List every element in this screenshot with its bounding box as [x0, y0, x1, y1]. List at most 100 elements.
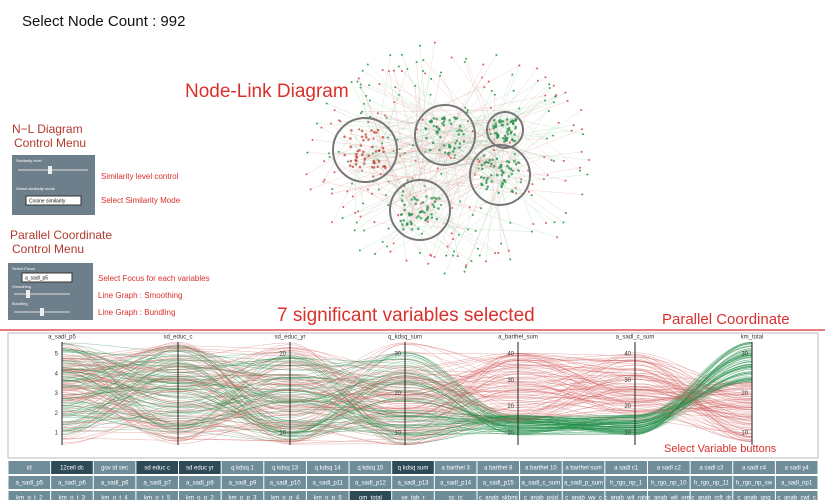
node	[554, 95, 557, 98]
node	[435, 125, 439, 129]
variable-button[interactable]	[221, 491, 264, 500]
variable-button[interactable]	[264, 476, 306, 489]
variable-button[interactable]	[733, 476, 775, 489]
node	[402, 227, 405, 231]
node	[542, 178, 545, 181]
node	[514, 119, 518, 122]
variable-button[interactable]	[264, 461, 306, 474]
variable-button[interactable]	[51, 476, 93, 489]
variable-button[interactable]	[8, 491, 51, 500]
variable-button[interactable]	[392, 476, 434, 489]
variable-button[interactable]	[221, 461, 264, 474]
variable-button[interactable]	[392, 491, 434, 500]
node	[544, 76, 547, 79]
variable-button[interactable]	[93, 476, 136, 489]
variable-button[interactable]	[93, 491, 136, 500]
variable-button[interactable]	[136, 491, 179, 500]
variable-button[interactable]	[306, 461, 349, 474]
variable-button[interactable]	[733, 491, 775, 500]
pc-tick-label: 10	[624, 431, 631, 437]
variable-button[interactable]	[562, 461, 605, 474]
variable-button[interactable]	[647, 461, 690, 474]
pc-axis-label: q_kdsq_sum	[388, 335, 422, 341]
node	[331, 188, 334, 191]
variable-button[interactable]	[690, 476, 733, 489]
variable-button[interactable]	[264, 491, 306, 500]
node	[376, 112, 379, 115]
variable-button[interactable]	[8, 476, 51, 489]
variable-button[interactable]	[477, 491, 520, 500]
node	[449, 157, 452, 160]
node	[426, 208, 429, 212]
control-panel	[8, 263, 93, 320]
variable-button[interactable]	[520, 491, 562, 500]
node	[468, 206, 471, 209]
slider[interactable]	[40, 308, 44, 316]
edge	[453, 96, 556, 136]
node	[417, 227, 420, 230]
variable-button[interactable]	[775, 491, 818, 500]
node	[426, 205, 430, 208]
variable-button[interactable]	[520, 476, 562, 489]
slider[interactable]	[48, 166, 52, 174]
node	[359, 144, 363, 147]
button-label: km_o_p_3	[228, 496, 257, 500]
section-title: Parallel Coordinate	[662, 311, 790, 328]
button-label: c_anab_gng	[738, 496, 771, 500]
variable-button[interactable]	[690, 461, 733, 474]
variable-button[interactable]	[605, 476, 647, 489]
variable-button[interactable]	[647, 491, 690, 500]
variable-button[interactable]	[221, 476, 264, 489]
variable-button[interactable]	[605, 491, 647, 500]
variable-button[interactable]	[392, 461, 434, 474]
node	[363, 157, 367, 160]
node	[409, 220, 412, 224]
button-label: c_anab_cwt_c	[778, 496, 816, 500]
edge	[351, 183, 426, 224]
node	[562, 221, 565, 224]
variable-button[interactable]	[477, 461, 520, 474]
dropdown[interactable]	[25, 195, 82, 206]
variable-button[interactable]	[562, 476, 605, 489]
variable-button[interactable]	[179, 461, 221, 474]
variable-button[interactable]	[690, 491, 733, 500]
variable-button[interactable]	[775, 461, 818, 474]
variable-button[interactable]	[51, 461, 93, 474]
slider[interactable]	[26, 290, 30, 298]
node	[518, 64, 521, 67]
node	[371, 152, 374, 155]
variable-button[interactable]	[306, 491, 349, 500]
variable-button[interactable]	[434, 461, 477, 474]
variable-button[interactable]	[520, 461, 562, 474]
node	[481, 76, 484, 79]
variable-button[interactable]	[136, 461, 179, 474]
variable-button[interactable]	[306, 476, 349, 489]
variable-button[interactable]	[647, 476, 690, 489]
variable-button[interactable]	[179, 491, 221, 500]
variable-button[interactable]	[434, 476, 477, 489]
node	[493, 93, 496, 96]
variable-button[interactable]	[51, 491, 93, 500]
variable-button[interactable]	[179, 476, 221, 489]
node	[455, 117, 459, 120]
pc-tick-label: 20	[624, 404, 631, 410]
variable-button[interactable]	[434, 491, 477, 500]
variable-button[interactable]	[775, 476, 818, 489]
variable-button[interactable]	[349, 476, 392, 489]
node	[350, 129, 353, 132]
variable-button[interactable]	[477, 476, 520, 489]
variable-button[interactable]	[605, 461, 647, 474]
variable-button[interactable]	[136, 476, 179, 489]
node	[492, 126, 496, 130]
variable-button[interactable]	[8, 461, 51, 474]
variable-button[interactable]	[733, 461, 775, 474]
variable-button[interactable]	[349, 491, 392, 500]
variable-button[interactable]	[562, 491, 605, 500]
button-label: a barthel 8	[484, 466, 513, 472]
edge	[413, 128, 583, 197]
dropdown[interactable]	[21, 272, 73, 283]
variable-button[interactable]	[93, 461, 136, 474]
button-label: a sadl c2	[657, 466, 682, 472]
button-label: a sadl c3	[699, 466, 724, 472]
variable-button[interactable]	[349, 461, 392, 474]
